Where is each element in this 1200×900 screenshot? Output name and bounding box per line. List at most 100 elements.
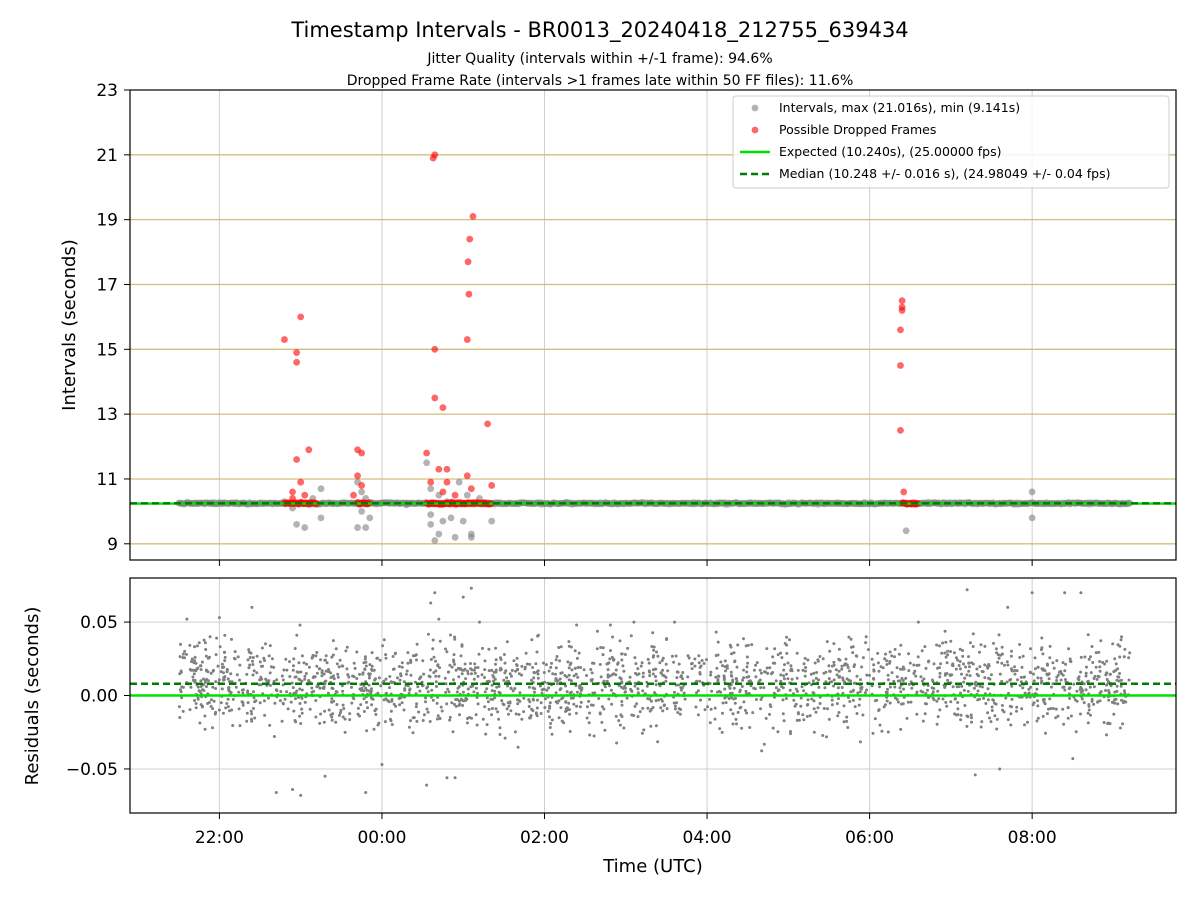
- residual-point: [299, 793, 303, 797]
- residual-point: [350, 685, 353, 689]
- residual-point: [949, 650, 952, 653]
- residual-point: [919, 689, 923, 693]
- residual-point: [382, 679, 386, 683]
- residual-point: [225, 668, 229, 672]
- residual-point: [944, 655, 948, 659]
- residual-point: [742, 676, 746, 680]
- residual-point: [729, 670, 733, 674]
- residual-point: [755, 661, 759, 665]
- residual-point: [320, 674, 324, 678]
- residual-point: [321, 686, 325, 690]
- residual-point: [936, 666, 939, 670]
- residual-point: [976, 689, 980, 693]
- residual-point: [452, 660, 456, 664]
- x-axis-label: Time (UTC): [602, 856, 703, 877]
- residual-point: [370, 703, 374, 707]
- residual-point: [487, 707, 491, 711]
- residual-point: [255, 654, 259, 658]
- residual-point: [990, 705, 994, 709]
- residual-point: [324, 654, 328, 658]
- residual-point: [315, 671, 319, 675]
- residual-point: [447, 690, 451, 694]
- residual-point: [954, 667, 958, 671]
- residual-point: [607, 661, 611, 665]
- residual-point: [323, 774, 327, 778]
- residual-point: [1023, 723, 1026, 727]
- residual-point: [534, 712, 538, 716]
- residual-point: [1013, 672, 1017, 676]
- residual-point: [194, 661, 198, 665]
- residual-point: [391, 655, 395, 658]
- residual-point: [845, 715, 849, 719]
- residual-point: [747, 679, 751, 683]
- residual-point: [938, 644, 941, 648]
- residual-point: [502, 653, 506, 656]
- residual-point: [998, 672, 1002, 676]
- residual-point: [484, 732, 488, 736]
- residual-point: [661, 656, 665, 660]
- residual-point: [1113, 698, 1116, 702]
- residual-point: [516, 702, 520, 706]
- residual-point: [789, 667, 793, 671]
- residual-point: [418, 689, 422, 693]
- residual-point: [731, 712, 735, 716]
- residual-point: [407, 725, 411, 729]
- residual-point: [251, 673, 255, 677]
- residual-point: [1105, 733, 1108, 737]
- residual-point: [339, 708, 343, 712]
- residual-point: [897, 652, 901, 656]
- residual-point: [661, 668, 665, 672]
- residual-point: [300, 711, 304, 715]
- residual-point: [384, 677, 388, 681]
- residual-point: [945, 661, 949, 665]
- residual-point: [612, 672, 616, 676]
- residual-point: [967, 661, 971, 665]
- residual-point: [490, 713, 493, 717]
- residual-point: [1031, 703, 1035, 707]
- residual-point: [799, 696, 803, 700]
- residual-point: [782, 719, 786, 723]
- residual-point: [768, 712, 771, 716]
- residual-point: [469, 667, 473, 671]
- residual-point: [431, 647, 435, 651]
- residual-point: [636, 715, 640, 719]
- residual-point: [978, 650, 981, 654]
- residual-point: [435, 701, 439, 705]
- residual-point: [944, 672, 947, 676]
- residual-point: [956, 713, 960, 717]
- residual-point: [1041, 714, 1045, 718]
- residual-point: [452, 653, 456, 657]
- residual-point: [796, 689, 799, 693]
- residual-point: [178, 655, 182, 659]
- residual-point: [334, 720, 338, 724]
- residual-point: [885, 659, 889, 663]
- residual-point: [946, 653, 950, 657]
- residual-point: [1056, 673, 1060, 677]
- residual-point: [649, 699, 653, 703]
- residual-point: [817, 685, 821, 689]
- residual-point: [1019, 675, 1023, 679]
- residual-point: [252, 696, 256, 700]
- interval-point: [451, 533, 459, 541]
- residual-point: [624, 686, 627, 690]
- residual-point: [708, 721, 712, 725]
- residual-point: [1047, 677, 1051, 681]
- residual-point: [1115, 678, 1119, 682]
- residual-point: [428, 720, 432, 723]
- residual-point: [558, 677, 562, 681]
- residual-point: [302, 661, 306, 665]
- residual-point: [1063, 669, 1067, 673]
- residual-point: [1000, 679, 1004, 683]
- residual-point: [483, 705, 487, 709]
- residual-point: [540, 691, 544, 695]
- residual-point: [617, 719, 621, 723]
- dot-marker-gray-icon: [751, 104, 759, 112]
- residual-point: [295, 689, 299, 693]
- residual-point: [871, 731, 875, 735]
- residual-point: [228, 709, 231, 713]
- residual-point: [340, 664, 344, 668]
- residual-point: [492, 675, 496, 679]
- interval-point: [455, 478, 463, 486]
- residual-point: [876, 651, 880, 655]
- residual-point: [956, 658, 960, 662]
